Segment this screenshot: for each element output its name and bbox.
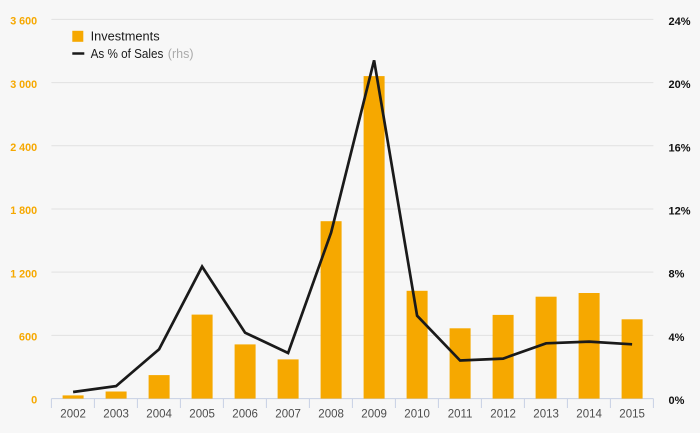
svg-text:3 000: 3 000 (10, 79, 37, 91)
svg-text:2009: 2009 (361, 408, 387, 420)
svg-text:2003: 2003 (103, 408, 129, 420)
svg-text:4%: 4% (669, 332, 685, 344)
svg-text:20%: 20% (669, 79, 691, 91)
svg-text:2005: 2005 (189, 408, 215, 420)
svg-text:(rhs): (rhs) (168, 47, 194, 61)
svg-text:2010: 2010 (404, 408, 430, 420)
svg-text:2013: 2013 (533, 408, 559, 420)
svg-text:12%: 12% (669, 206, 691, 218)
svg-text:2007: 2007 (275, 408, 301, 420)
svg-text:1 200: 1 200 (10, 268, 37, 280)
svg-text:Investments: Investments (91, 29, 160, 43)
svg-text:2 400: 2 400 (10, 142, 37, 154)
svg-text:2015: 2015 (619, 408, 645, 420)
svg-text:0%: 0% (669, 395, 685, 407)
svg-text:0: 0 (31, 395, 37, 407)
svg-text:2006: 2006 (232, 408, 258, 420)
svg-text:2011: 2011 (448, 408, 473, 420)
svg-text:24%: 24% (669, 16, 691, 28)
svg-text:2012: 2012 (490, 408, 516, 420)
svg-text:3 600: 3 600 (10, 16, 37, 28)
svg-text:2002: 2002 (60, 408, 86, 420)
svg-text:8%: 8% (669, 269, 685, 281)
svg-text:1 800: 1 800 (10, 205, 37, 217)
svg-text:16%: 16% (669, 142, 691, 154)
svg-text:600: 600 (19, 332, 37, 344)
svg-text:2014: 2014 (576, 408, 602, 420)
svg-text:2004: 2004 (146, 408, 172, 420)
svg-text:As % of Sales: As % of Sales (91, 47, 164, 61)
svg-text:2008: 2008 (318, 408, 344, 420)
